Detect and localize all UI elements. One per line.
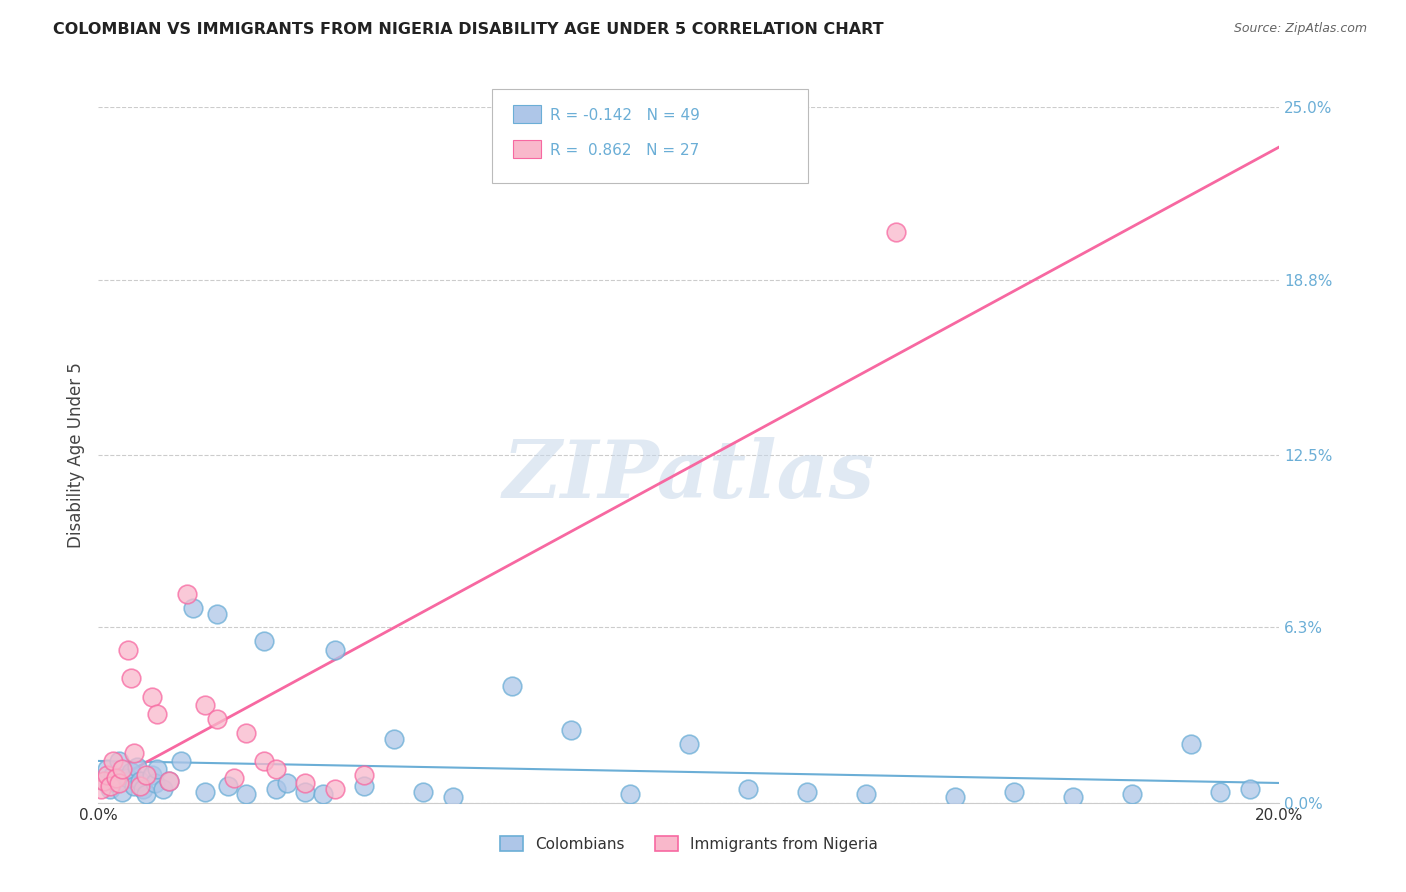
Point [253, 754, 276, 768]
Point [125, 759, 148, 773]
Point [157, 773, 180, 788]
Point [678, 737, 700, 751]
Point [619, 788, 641, 802]
Point [276, 776, 298, 790]
Point [205, 712, 228, 726]
Point [194, 698, 217, 713]
Point [943, 790, 966, 805]
Point [294, 785, 316, 799]
Point [98, 779, 121, 793]
Point [103, 754, 125, 768]
Point [90, 781, 112, 796]
Point [122, 746, 145, 760]
Point [96, 763, 118, 777]
Point [108, 776, 131, 790]
Point [120, 671, 142, 685]
Point [264, 763, 287, 777]
Point [235, 788, 257, 802]
Point [560, 723, 582, 738]
Point [224, 771, 246, 785]
Point [382, 731, 405, 746]
Point [105, 771, 128, 785]
Point [105, 776, 128, 790]
Point [170, 754, 193, 768]
Point [1239, 781, 1261, 796]
Point [323, 642, 346, 657]
Point [181, 601, 204, 615]
Point [235, 726, 257, 740]
Point [194, 785, 217, 799]
Point [1209, 785, 1232, 799]
Y-axis label: Disability Age Under 5: Disability Age Under 5 [66, 362, 84, 548]
Point [111, 763, 134, 777]
Point [855, 788, 877, 802]
Point [143, 776, 166, 790]
Point [205, 607, 228, 621]
Point [294, 776, 316, 790]
Point [146, 706, 169, 721]
Point [1062, 790, 1084, 805]
Point [98, 781, 121, 796]
Point [111, 785, 134, 799]
Point [253, 634, 276, 648]
Point [501, 679, 523, 693]
Point [128, 773, 150, 788]
Point [176, 587, 198, 601]
Point [146, 763, 169, 777]
Point [117, 771, 139, 785]
Point [135, 768, 157, 782]
Point [128, 779, 150, 793]
Point [132, 781, 155, 796]
Point [122, 779, 145, 793]
Point [264, 781, 287, 796]
Point [157, 773, 180, 788]
Point [312, 788, 335, 802]
Point [93, 773, 115, 788]
Point [120, 765, 142, 780]
Point [135, 788, 157, 802]
Point [117, 642, 139, 657]
Point [141, 768, 163, 782]
Text: R =  0.862   N = 27: R = 0.862 N = 27 [550, 143, 699, 158]
Point [441, 790, 464, 805]
Point [108, 754, 131, 768]
Point [141, 690, 163, 704]
Text: R = -0.142   N = 49: R = -0.142 N = 49 [550, 108, 700, 123]
Point [323, 781, 346, 796]
Point [96, 768, 118, 782]
Point [93, 773, 115, 788]
Legend: Colombians, Immigrants from Nigeria: Colombians, Immigrants from Nigeria [494, 830, 884, 858]
Text: COLOMBIAN VS IMMIGRANTS FROM NIGERIA DISABILITY AGE UNDER 5 CORRELATION CHART: COLOMBIAN VS IMMIGRANTS FROM NIGERIA DIS… [53, 22, 884, 37]
Point [1121, 788, 1143, 802]
Point [412, 785, 434, 799]
Point [217, 779, 239, 793]
Point [1002, 785, 1025, 799]
Point [737, 781, 759, 796]
Point [1180, 737, 1202, 751]
Point [884, 225, 907, 239]
Point [353, 779, 375, 793]
Point [796, 785, 818, 799]
Point [152, 781, 174, 796]
Point [353, 768, 375, 782]
Text: Source: ZipAtlas.com: Source: ZipAtlas.com [1233, 22, 1367, 36]
Text: ZIPatlas: ZIPatlas [503, 437, 875, 515]
Point [103, 768, 125, 782]
